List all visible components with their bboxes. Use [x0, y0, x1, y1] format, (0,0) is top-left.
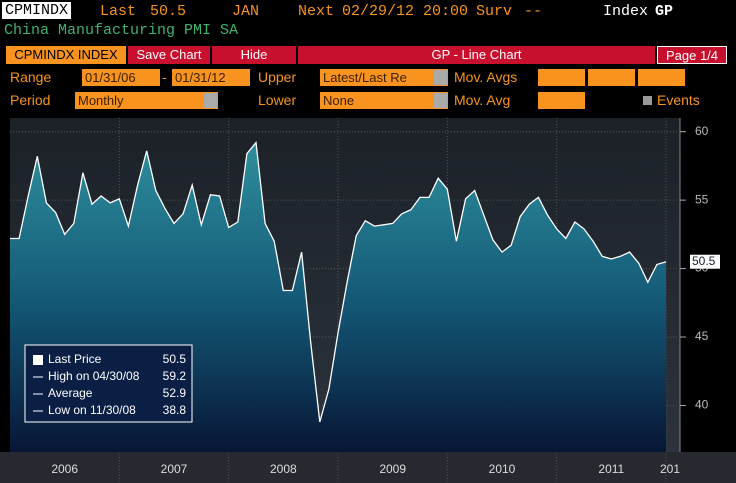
upper-value: Latest/Last Re — [323, 70, 407, 85]
y-tick-label: 60 — [695, 124, 709, 138]
lower-select[interactable]: None — [320, 92, 448, 109]
security-name: China Manufacturing PMI SA — [4, 22, 239, 39]
ticker[interactable]: CPMINDX — [2, 2, 72, 19]
mov-avg-input[interactable] — [538, 92, 585, 109]
legend-label: Low on 11/30/08 — [48, 403, 136, 417]
lower-value: None — [323, 93, 355, 108]
range-label: Range — [10, 69, 52, 85]
month: JAN — [232, 3, 260, 20]
lower-label: Lower — [258, 92, 297, 108]
x-axis-strip — [0, 452, 736, 483]
last-label: Last — [100, 3, 137, 20]
legend-swatch — [33, 355, 43, 365]
legend-box — [24, 344, 193, 423]
surv-value: -- — [524, 3, 543, 20]
period-select[interactable]: Monthly — [75, 92, 218, 109]
last-value-box — [690, 254, 720, 269]
function: GP — [655, 3, 674, 20]
dropdown-arrow[interactable] — [434, 70, 447, 85]
y-tick-label: 40 — [695, 398, 709, 412]
legend-label: Average — [48, 386, 93, 400]
legend-value: 38.8 — [163, 403, 187, 417]
range-end[interactable]: 01/31/12 — [172, 69, 250, 86]
legend-value: 50.5 — [163, 352, 187, 366]
mov-avg-label: Mov. Avg — [454, 92, 511, 108]
x-tick-label: 2008 — [270, 462, 297, 476]
y-tick-label: 45 — [695, 329, 709, 343]
mov-avg-input[interactable] — [538, 69, 585, 86]
mov-avg-input[interactable] — [588, 69, 635, 86]
upper-select[interactable]: Latest/Last Re — [320, 69, 448, 86]
legend-label: Last Price — [48, 352, 102, 366]
save-button[interactable]: Save Chart — [128, 46, 210, 64]
range-sep: - — [162, 69, 167, 85]
x-tick-label: 2010 — [489, 462, 516, 476]
x-tick-label: 2009 — [379, 462, 406, 476]
period-label: Period — [10, 92, 51, 108]
dropdown-arrow[interactable] — [204, 93, 217, 108]
last-value-label: 50.5 — [692, 254, 716, 268]
page-button[interactable]: Page 1/4 — [657, 46, 727, 64]
legend-value: 59.2 — [163, 369, 187, 383]
events-label: Events — [657, 92, 700, 108]
surv-label: Surv — [476, 3, 513, 20]
x-tick-label: 2007 — [161, 462, 188, 476]
upper-label: Upper — [258, 69, 297, 85]
range-start[interactable]: 01/31/06 — [82, 69, 160, 86]
x-tick-label: 2006 — [51, 462, 78, 476]
next-label: Next — [298, 3, 335, 20]
x-tick-label: 2011 — [598, 462, 624, 476]
period-value: Monthly — [78, 93, 124, 108]
events-checkbox[interactable] — [643, 96, 652, 105]
security-button[interactable]: CPMINDX INDEX — [6, 46, 126, 64]
mov-avgs-label: Mov. Avgs — [454, 69, 518, 85]
x-tick-label: 201 — [660, 462, 680, 476]
next-date: 02/29/12 20:00 — [342, 3, 469, 20]
y-tick-label: 55 — [695, 192, 709, 206]
toolbar-title: GP - Line Chart — [298, 46, 655, 64]
last-value: 50.5 — [150, 3, 187, 20]
index-label: Index — [603, 3, 649, 20]
hide-button[interactable]: Hide — [212, 46, 296, 64]
legend-value: 52.9 — [163, 386, 187, 400]
mov-avg-input[interactable] — [638, 69, 685, 86]
line — [10, 141, 667, 423]
dropdown-arrow[interactable] — [434, 93, 447, 108]
legend-label: High on 04/30/08 — [48, 369, 140, 383]
